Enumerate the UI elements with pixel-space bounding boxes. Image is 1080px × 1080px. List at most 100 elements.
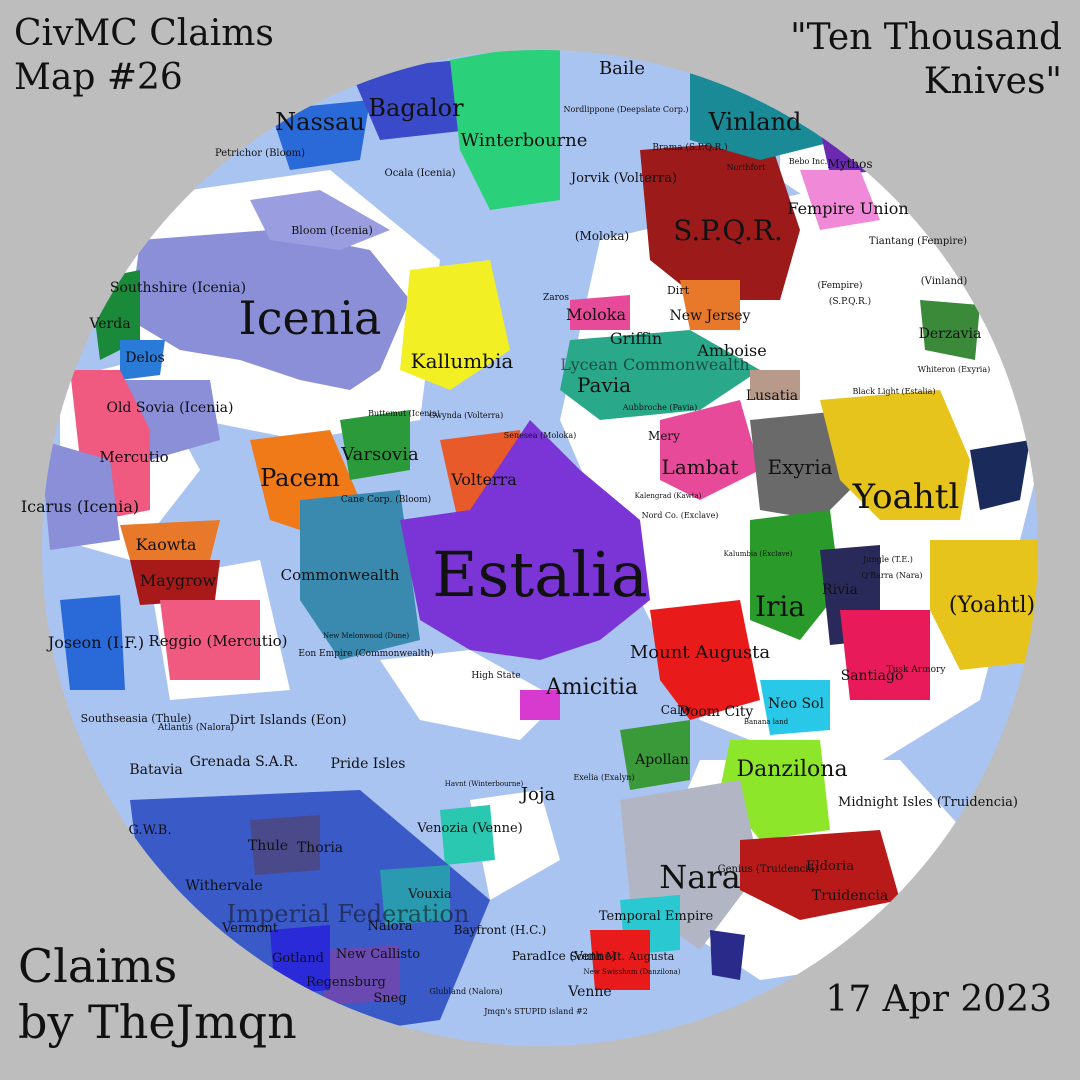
label-truidencia: Truidencia bbox=[812, 888, 888, 904]
claim-spqr bbox=[640, 140, 800, 300]
label-paradice: ParadIce (Venne) bbox=[512, 949, 616, 963]
place-mery: Mery bbox=[648, 429, 680, 443]
label-maygrow: Maygrow bbox=[140, 571, 216, 590]
label-vouxia: Vouxia bbox=[407, 887, 452, 902]
claim-amicitia bbox=[520, 690, 560, 720]
label-gotland: Gotland bbox=[272, 951, 324, 966]
claim-apollan bbox=[620, 720, 690, 790]
place-qbarra: Q'Barra (Nara) bbox=[862, 571, 923, 580]
place-dirt: Dirt bbox=[667, 284, 690, 297]
label-icenia: Icenia bbox=[239, 291, 382, 345]
label-neo-sol: Neo Sol bbox=[768, 696, 824, 712]
label-thoria: Thoria bbox=[297, 840, 343, 856]
claim-regensburg bbox=[320, 945, 400, 1005]
claim-moloka bbox=[570, 295, 630, 330]
claim-new-jersey bbox=[680, 280, 740, 330]
claim-yoahtl-2 bbox=[930, 540, 1038, 670]
place-atlantis: Atlantis (Nalora) bbox=[157, 722, 234, 733]
place-buttemut: Buttemut (Icenia) bbox=[368, 409, 440, 418]
label-winterbourne: Winterbourne bbox=[461, 130, 588, 151]
claim-santiago bbox=[840, 610, 930, 700]
label-iria: Iria bbox=[755, 590, 805, 623]
claim-varsovia bbox=[340, 410, 410, 480]
label-joseon: Joseon (I.F.) bbox=[46, 633, 144, 652]
claim-joseon bbox=[60, 595, 125, 690]
place-tiantang: Tiantang (Fempire) bbox=[869, 236, 967, 247]
label-lycean: Lycean Commonwealth bbox=[560, 355, 749, 374]
place-kalumbia: Kalumbia (Exclave) bbox=[724, 550, 793, 558]
place-senesea: Senesea (Moloka) bbox=[504, 431, 577, 440]
place-moloka-exclave: (Moloka) bbox=[575, 229, 629, 243]
label-estalia: Estalia bbox=[432, 538, 648, 611]
place-tusk-armory: Tusk Armory bbox=[887, 665, 947, 675]
label-exyria: Exyria bbox=[767, 455, 832, 479]
label-venozia: Venozia (Venne) bbox=[416, 821, 522, 836]
place-bloom: Bloom (Icenia) bbox=[291, 224, 373, 237]
label-kallumbia: Kallumbia bbox=[411, 349, 514, 373]
place-jungle: Jungle (T.E.) bbox=[862, 555, 913, 564]
map-subtitle: "Ten Thousand Knives" bbox=[790, 16, 1062, 104]
claim-vouxia bbox=[380, 865, 450, 925]
place-ocala: Ocala (Icenia) bbox=[385, 168, 456, 179]
label-new-callisto: New Callisto bbox=[336, 947, 420, 962]
label-icarus: Icarus (Icenia) bbox=[21, 497, 139, 516]
map-labels: Estalia Icenia Yoahtl (Yoahtl) S.P.Q.R. … bbox=[21, 58, 1035, 1016]
claim-icarus bbox=[42, 440, 120, 550]
map-date: 17 Apr 2023 bbox=[825, 979, 1052, 1020]
place-brama: Brama (S.P.Q.R.) bbox=[652, 142, 727, 153]
label-verda: Verda bbox=[88, 316, 130, 332]
label-fempire: Fempire Union bbox=[787, 199, 908, 218]
place-spqr-exclave: (S.P.Q.R.) bbox=[829, 296, 871, 307]
claim-lusatia bbox=[750, 370, 800, 400]
label-spqr: S.P.Q.R. bbox=[673, 214, 783, 247]
label-yoahtl: Yoahtl bbox=[852, 477, 960, 517]
label-eldoria: Eldoria bbox=[806, 859, 854, 874]
title-line-1: CivMC Claims bbox=[14, 13, 274, 54]
place-cane-corp: Cane Corp. (Bloom) bbox=[341, 494, 431, 505]
credit-line-2: by TheJmqn bbox=[18, 995, 297, 1050]
label-vinland: Vinland bbox=[708, 108, 802, 136]
label-pavia: Pavia bbox=[577, 373, 631, 397]
place-whiteron: Whiteron (Exyria) bbox=[918, 365, 990, 374]
label-mount-augusta: Mount Augusta bbox=[630, 642, 771, 663]
label-mythos: Mythos bbox=[828, 157, 873, 171]
label-danzilona: Danzilona bbox=[736, 757, 847, 782]
place-kalengrad: Kalengrad (Kawta) bbox=[635, 492, 702, 500]
place-black-light: Black Light (Estalia) bbox=[852, 387, 935, 396]
place-calw: Calw bbox=[661, 703, 692, 717]
label-derzavia: Derzavia bbox=[919, 326, 982, 342]
title-line-2: Map #26 bbox=[14, 56, 183, 98]
label-regensburg: Regensburg bbox=[306, 975, 386, 990]
subtitle-line-2: Knives" bbox=[923, 60, 1062, 102]
place-petrichor: Petrichor (Bloom) bbox=[215, 148, 305, 159]
label-moloka: Moloka bbox=[566, 305, 626, 324]
label-thule: Thule bbox=[248, 838, 288, 854]
map-title: CivMC Claims Map #26 bbox=[14, 12, 274, 100]
claim-commonwealth bbox=[300, 490, 420, 660]
place-dirt-islands: Dirt Islands (Eon) bbox=[229, 713, 346, 728]
label-midnight-isles: Midnight Isles (Truidencia) bbox=[838, 795, 1018, 810]
label-baile: Baile bbox=[599, 58, 645, 79]
place-southseasia: Southseasia (Thule) bbox=[81, 712, 192, 725]
label-yoahtl-2: (Yoahtl) bbox=[949, 593, 1035, 618]
label-bagalor: Bagalor bbox=[368, 94, 464, 122]
label-old-sovia: Old Sovia (Icenia) bbox=[107, 400, 234, 416]
place-glubland: Glubland (Nalora) bbox=[429, 987, 502, 996]
claim-truidencia bbox=[740, 830, 900, 920]
label-reggio: Reggio (Mercutio) bbox=[149, 632, 288, 650]
claim-lambat bbox=[660, 400, 760, 500]
label-amboise: Amboise bbox=[696, 341, 766, 360]
claim-bloom bbox=[250, 190, 390, 250]
place-nord-co: Nord Co. (Exclave) bbox=[642, 511, 719, 520]
label-santiago: Santiago bbox=[841, 668, 904, 684]
claim-winterbourne bbox=[450, 50, 560, 210]
label-volterra: Volterra bbox=[450, 470, 517, 489]
place-gwynda: Gwynda (Volterra) bbox=[429, 411, 503, 420]
claim-icenia bbox=[130, 230, 410, 390]
subtitle-line-1: "Ten Thousand bbox=[790, 17, 1062, 58]
place-zaros: Zaros bbox=[543, 293, 569, 303]
label-commonwealth: Commonwealth bbox=[281, 566, 400, 584]
place-genius: Genius (Truidencia) bbox=[718, 864, 819, 875]
place-banana-land: Banana land bbox=[744, 718, 789, 726]
label-south-mt-augusta: South Mt. Augusta bbox=[570, 950, 675, 963]
